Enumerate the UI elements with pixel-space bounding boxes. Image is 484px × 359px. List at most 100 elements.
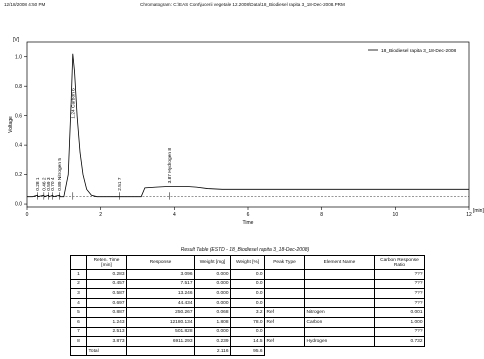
table-cell: ???: [374, 278, 425, 290]
table-cell: 1.808: [194, 316, 231, 328]
table-cell: [264, 278, 305, 290]
table-cell: 44.434: [126, 297, 195, 309]
table-cell: Carbon: [304, 316, 375, 328]
peak-label: 1.24 Carbon 6: [70, 88, 76, 119]
y-tick-label: 0.0: [15, 202, 22, 208]
column-header: Weight [%]: [230, 255, 265, 270]
table-cell: 0.000: [194, 297, 231, 309]
table-cell: [264, 288, 305, 299]
legend-label: 18_Biodiesel rapita 3_18-Dec-2008: [381, 48, 457, 54]
peak-label: 3.87 Hydrogen 8: [167, 148, 173, 184]
chart-axes: 0.0 0.2 0.4 0.6 0.8 1.0 0 2 4 6 8 10 12 [V] Voltage Tim…: [8, 37, 484, 226]
peak-label: 0.59 3: [46, 177, 52, 191]
table-cell: 6911.293: [126, 336, 195, 347]
x-axis-label: Time: [243, 220, 254, 226]
x-unit-label: [min]: [473, 208, 484, 214]
table-header: Reten. Time [min] Response Weight [mg] Weig…: [70, 255, 425, 270]
table-row: 1 0.283 3.096 0.000 0.0???: [70, 269, 425, 280]
x-tick-label: 12: [466, 212, 472, 218]
x-tick-label: 10: [393, 212, 399, 218]
table-cell: Ref: [264, 316, 305, 328]
x-tick-label: 0: [26, 212, 29, 218]
table-body: 1 0.283 3.096 0.000 0.0??? 2 0.457 7.517 0.000 0.…: [70, 269, 425, 357]
table-cell: 3: [70, 288, 87, 299]
table-cell: 250.267: [126, 307, 195, 318]
table-cell: Ref: [264, 336, 305, 347]
table-row: 2 0.457 7.517 0.000 0.0???: [70, 278, 425, 290]
table-cell: ???: [374, 297, 425, 309]
column-header: Carbon Response Ratio: [374, 255, 425, 270]
column-header: Element Name: [304, 255, 375, 270]
x-tick-label: 2: [99, 212, 102, 218]
x-tick-label: 8: [320, 212, 323, 218]
column-header: Peak Type: [264, 255, 305, 270]
y-tick-label: 0.2: [15, 172, 22, 178]
table-row: 6 1.243 12180.134 1.808 78.0 Ref Carbon 1.000: [70, 316, 425, 328]
table-cell: Nitrogen: [304, 307, 375, 318]
y-axis-label: Voltage: [8, 116, 14, 133]
table-row: 4 0.697 44.434 0.000 0.0???: [70, 297, 425, 309]
table-cell: [70, 345, 87, 357]
table-cell: 0.887: [86, 307, 127, 318]
table-cell: 0.239: [194, 336, 231, 347]
table-blank-cell: [265, 346, 425, 356]
column-header: Reten. Time [min]: [86, 255, 127, 270]
table-row: 5 0.887 250.267 0.068 3.2 Ref Nitrogen 0.001: [70, 307, 425, 318]
peak-label: 0.28 1: [35, 177, 41, 191]
table-cell: 0.001: [374, 307, 425, 318]
table-cell: ???: [374, 269, 425, 280]
y-tick-label: 0.6: [15, 113, 22, 119]
y-tick-label: 1.0: [15, 54, 22, 60]
table-cell: [264, 297, 305, 309]
table-cell: 0.587: [86, 288, 127, 299]
table-cell: 13.246: [126, 288, 195, 299]
column-header: Response: [126, 255, 195, 270]
chromatogram-chart: 0.0 0.2 0.4 0.6 0.8 1.0 0 2 4 6 8 10 12 [V] Voltage Tim…: [8, 37, 484, 226]
table-cell: 1.000: [374, 316, 425, 328]
table-cell: Ref: [264, 307, 305, 318]
table-row: 8 3.873 6911.293 0.239 14.5 Ref Hydrogen 0.732: [70, 336, 425, 347]
table-cell: 0.0: [230, 326, 265, 338]
total-weight-pct: 95.6: [230, 345, 265, 357]
table-cell: 2: [70, 278, 87, 290]
total-label: Total: [86, 345, 127, 357]
table-cell: 0.068: [194, 307, 231, 318]
table-header-row: Reten. Time [min] Response Weight [mg] Weig…: [70, 255, 425, 270]
table-cell: 6: [70, 316, 87, 328]
table-cell: 0.283: [86, 269, 127, 280]
table-cell: ???: [374, 288, 425, 299]
table-cell: 3.873: [86, 336, 127, 347]
table-cell: 3.2: [230, 307, 265, 318]
table-cell: 7.517: [126, 278, 195, 290]
table-cell: [264, 269, 305, 280]
table-cell: 0.732: [374, 336, 425, 347]
y-tick-label: 0.4: [15, 143, 22, 149]
table-cell: 78.0: [230, 316, 265, 328]
table-cell: Hydrogen: [304, 336, 375, 347]
total-weight-mg: 2.116: [194, 345, 231, 357]
table-cell: 2.513: [86, 326, 127, 338]
table-cell: [304, 297, 375, 309]
table-cell: 1.243: [86, 316, 127, 328]
peak-label: 2.51 7: [117, 177, 123, 191]
table-cell: 501.828: [126, 326, 195, 338]
table-cell: [264, 326, 305, 338]
plot-frame: [26, 41, 470, 208]
table-cell: 12180.134: [126, 316, 195, 328]
result-table-title: Result Table (ESTD - 18_Biodiesel rapita…: [180, 247, 310, 253]
column-header: [70, 255, 87, 270]
series-line: [27, 53, 469, 198]
table-cell: [304, 288, 375, 299]
table-cell: [304, 269, 375, 280]
table-cell: [304, 326, 375, 338]
table-cell: 0.457: [86, 278, 127, 290]
peak-label: 0.89 Nitrogen 5: [57, 158, 63, 191]
table-cell: 14.5: [230, 336, 265, 347]
chromatogram-path: Chromatogram: C:\EAS Cont\jucerii vegeta…: [140, 2, 345, 7]
peak-label: 0.46 2: [41, 177, 47, 191]
chart-legend: 18_Biodiesel rapita 3_18-Dec-2008: [368, 48, 457, 54]
table-row: 3 0.587 13.246 0.000 0.0???: [70, 288, 425, 299]
table-cell: ???: [374, 326, 425, 338]
series-layer: [27, 53, 469, 198]
table-cell: 4: [70, 297, 87, 309]
